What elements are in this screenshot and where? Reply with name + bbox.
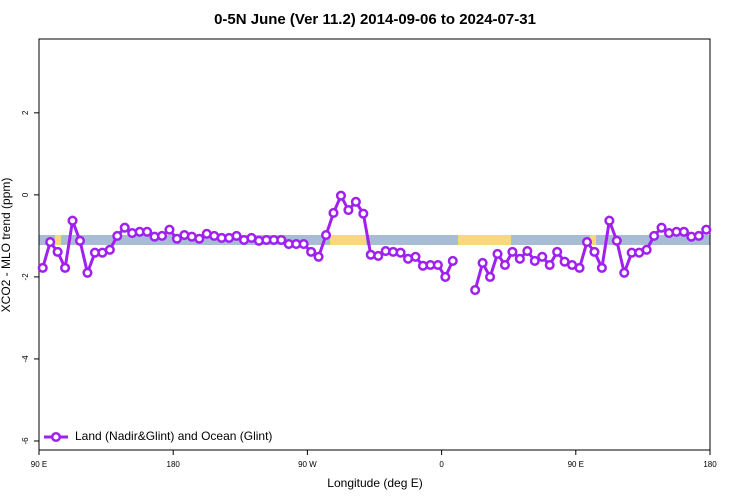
series-marker: [604, 215, 615, 226]
series-marker: [60, 262, 71, 273]
series-marker: [678, 226, 689, 237]
series-marker: [395, 247, 406, 258]
series-marker: [67, 215, 78, 226]
surface-band-land: [55, 235, 61, 245]
series-marker: [693, 230, 704, 241]
series-marker: [499, 259, 511, 271]
series-marker: [522, 246, 533, 257]
series-marker: [649, 230, 660, 241]
series-marker: [194, 233, 205, 244]
y-tick-label: -2: [21, 273, 30, 281]
series-marker: [470, 284, 481, 296]
series-marker: [350, 196, 361, 207]
plot-frame: [38, 38, 711, 451]
series-marker: [343, 204, 354, 216]
series-marker: [447, 255, 458, 266]
series-marker: [328, 207, 339, 218]
x-tick-label: 180: [167, 460, 181, 469]
series-marker: [537, 251, 548, 262]
y-tick-label: -4: [21, 355, 30, 363]
series-marker: [514, 253, 525, 264]
series-marker: [619, 267, 630, 278]
series-marker: [74, 235, 86, 246]
series-marker: [231, 230, 242, 241]
series-marker: [313, 251, 324, 262]
series-marker: [82, 267, 93, 278]
series-marker: [276, 234, 287, 246]
series-marker: [589, 246, 600, 257]
series-marker: [492, 248, 503, 259]
series-marker: [358, 208, 369, 219]
legend-label: Land (Nadir&Glint) and Ocean (Glint): [75, 429, 272, 443]
series-marker: [156, 230, 168, 241]
series-marker: [477, 257, 488, 269]
series-marker: [164, 224, 175, 235]
series-marker: [581, 236, 593, 248]
series-marker: [335, 190, 347, 201]
surface-band-land: [590, 235, 596, 245]
series-marker: [298, 239, 309, 250]
series-marker: [119, 222, 130, 233]
series-marker: [485, 271, 496, 282]
x-tick-label: 0: [439, 460, 444, 469]
y-axis-label: XCO2 - MLO trend (ppm): [0, 178, 13, 313]
x-tick-label: 90 E: [31, 460, 47, 469]
y-tick-label: 0: [21, 192, 30, 197]
series-marker: [373, 250, 384, 262]
series-marker: [320, 230, 332, 241]
surface-band-land: [330, 235, 366, 245]
x-tick-label: 180: [703, 460, 717, 469]
series-marker: [104, 244, 115, 255]
series-marker: [701, 224, 712, 235]
x-tick-label: 90 E: [568, 460, 584, 469]
series-marker: [112, 230, 123, 241]
series-marker: [529, 255, 540, 266]
x-tick-label: 90 W: [298, 460, 317, 469]
series-marker: [171, 233, 182, 244]
series-marker: [611, 235, 622, 246]
series-marker: [596, 262, 607, 273]
series-marker: [142, 226, 153, 237]
series-marker: [440, 271, 451, 282]
series-marker: [410, 251, 421, 262]
series-marker: [306, 246, 317, 257]
series-marker: [641, 244, 652, 255]
legend-marker: [50, 431, 62, 443]
series-marker: [507, 246, 518, 257]
y-tick-label: 2: [21, 110, 30, 115]
series-marker: [432, 259, 443, 271]
surface-band-land: [458, 235, 511, 245]
y-tick-label: -6: [21, 437, 30, 445]
series-marker: [544, 259, 555, 271]
x-axis-label: Longitude (deg E): [327, 476, 422, 490]
chart-title: 0-5N June (Ver 11.2) 2014-09-06 to 2024-…: [214, 11, 536, 28]
series-marker: [574, 262, 585, 273]
series-marker: [656, 222, 667, 233]
series-marker: [52, 246, 63, 257]
surface-band: [39, 235, 710, 245]
series-marker: [37, 262, 48, 273]
series-marker: [45, 236, 56, 248]
series-marker: [552, 246, 563, 257]
